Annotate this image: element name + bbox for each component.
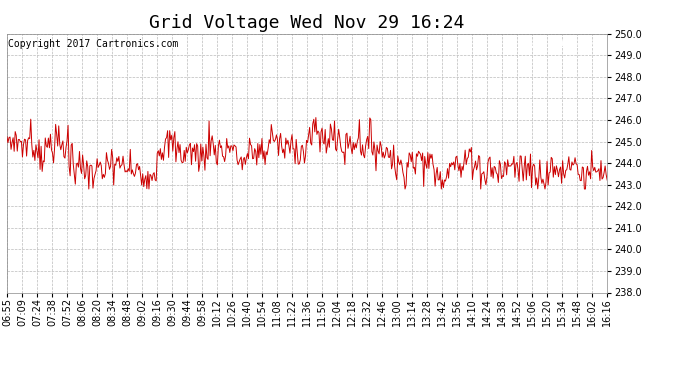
Title: Grid Voltage Wed Nov 29 16:24: Grid Voltage Wed Nov 29 16:24 [149, 14, 465, 32]
Text: Copyright 2017 Cartronics.com: Copyright 2017 Cartronics.com [8, 39, 179, 49]
